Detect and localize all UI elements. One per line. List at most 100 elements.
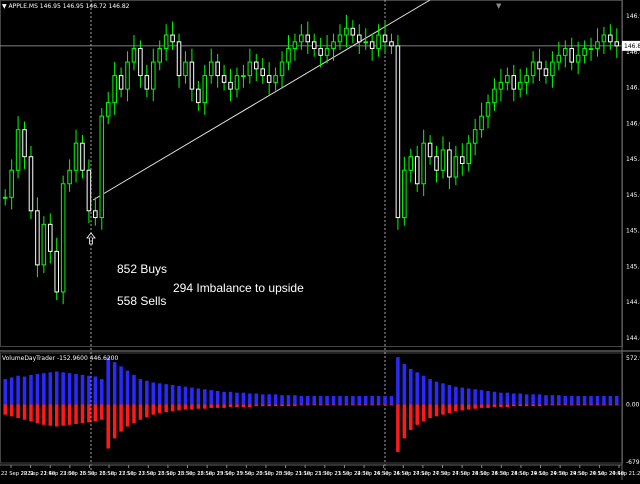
- x-tick-label: 24 Sep 18:30: [472, 471, 507, 477]
- volume-bar-positive: [100, 379, 104, 405]
- volume-bar-negative: [589, 404, 593, 406]
- volume-bar-negative: [389, 404, 394, 406]
- volume-bar-positive: [563, 396, 568, 405]
- volume-bar-positive: [518, 393, 522, 405]
- volume-bar-negative: [235, 404, 239, 408]
- volume-bar-negative: [518, 404, 522, 407]
- volume-bar-negative: [306, 404, 310, 406]
- candle-body: [569, 48, 574, 63]
- trend-line: [92, 0, 431, 201]
- candle-body: [524, 75, 529, 83]
- volume-bar-positive: [74, 374, 78, 405]
- volume-bar-negative: [215, 404, 220, 408]
- volume-bar-negative: [312, 404, 316, 406]
- volume-bar-negative: [608, 404, 613, 406]
- candle-body: [60, 183, 66, 293]
- candle-body: [408, 156, 414, 171]
- volume-bar-negative: [293, 404, 297, 407]
- volume-bar-negative: [87, 404, 91, 423]
- volume-bar-negative: [93, 404, 98, 422]
- candle-body: [215, 61, 220, 77]
- volume-bar-positive: [286, 395, 291, 405]
- volume-bar-negative: [370, 404, 374, 406]
- volume-bar-positive: [415, 372, 419, 405]
- candle-body: [492, 88, 497, 104]
- x-tick-label: 22 Sep 22:00: [40, 471, 75, 477]
- symbol-header: ▼ APPLE.MS 146.95 146.95 146.72 146.82: [2, 3, 130, 10]
- volume-bar-negative: [544, 404, 548, 406]
- candle-body: [176, 41, 182, 77]
- candle-body: [189, 61, 195, 90]
- x-tick-label: 24 Sep 20:10: [570, 471, 605, 477]
- candle-body: [202, 75, 208, 104]
- x-tick-label: 24 Sep 19:10: [511, 471, 546, 477]
- candle-body: [460, 156, 465, 164]
- volume-bar-negative: [576, 404, 580, 406]
- candle-body: [279, 61, 285, 77]
- volume-bar-positive: [215, 390, 220, 405]
- candle-body: [228, 81, 233, 90]
- candle-body: [537, 61, 542, 70]
- candle-body: [234, 75, 240, 90]
- candlestick-series: [2, 14, 620, 305]
- volume-bar-positive: [608, 396, 613, 405]
- volume-bar-positive: [177, 385, 181, 405]
- candle-body: [41, 223, 47, 266]
- volume-bar-negative: [67, 404, 72, 425]
- volume-bar-positive: [293, 395, 297, 405]
- volume-bar-positive: [254, 393, 259, 405]
- candle-body: [241, 75, 246, 78]
- volume-bar-negative: [177, 404, 181, 411]
- candle-body: [382, 34, 388, 43]
- candle-body: [112, 75, 117, 104]
- volume-bar-negative: [595, 404, 600, 406]
- candle-body: [485, 102, 491, 117]
- candle-body: [517, 81, 523, 90]
- volume-bar-negative: [157, 404, 162, 413]
- volume-bar-positive: [383, 396, 387, 405]
- volume-bar-negative: [112, 404, 117, 439]
- candle-body: [550, 61, 555, 77]
- volume-bar-positive: [531, 394, 535, 405]
- volume-bar-positive: [396, 357, 400, 405]
- candle-body: [395, 45, 401, 219]
- volume-bar-negative: [48, 404, 53, 426]
- volume-bar-positive: [260, 394, 265, 405]
- x-tick-label: 24 Sep 19:50: [550, 471, 585, 477]
- volume-bar-positive: [42, 373, 46, 405]
- price-tick-label: 146.25: [626, 85, 640, 92]
- volume-bar-negative: [29, 404, 33, 422]
- volume-bar-negative: [402, 404, 407, 439]
- volume-bar-negative: [569, 404, 574, 406]
- volume-bar-negative: [267, 404, 271, 407]
- x-tick-label: 24 Sep 17:30: [413, 471, 448, 477]
- volume-bar-positive: [582, 396, 587, 405]
- volume-bar-positive: [9, 377, 14, 405]
- volume-bar-negative: [351, 404, 355, 406]
- candle-body: [48, 223, 53, 252]
- candle-body: [183, 61, 188, 77]
- price-pane: ▼: [0, 0, 640, 470]
- candle-body: [530, 61, 536, 77]
- volume-bar-positive: [80, 374, 85, 405]
- volume-bar-positive: [447, 385, 452, 405]
- candle-body: [472, 129, 478, 144]
- volume-bar-positive: [183, 386, 188, 405]
- volume-bar-negative: [537, 404, 542, 407]
- candle-body: [144, 75, 150, 90]
- candle-body: [369, 41, 375, 50]
- volume-bar-negative: [557, 404, 561, 406]
- x-tick-label: 23 Sep 20:10: [236, 471, 271, 477]
- volume-bar-negative: [119, 404, 123, 432]
- candle-body: [208, 61, 214, 77]
- volume-bar-negative: [280, 404, 284, 407]
- candle-body: [479, 115, 484, 131]
- volume-bar-negative: [299, 404, 304, 406]
- volume-bar-negative: [9, 404, 14, 417]
- volume-bar-positive: [460, 387, 465, 405]
- x-tick-label: 23 Sep 21:10: [276, 471, 311, 477]
- volume-bar-negative: [196, 404, 201, 409]
- volume-bar-negative: [415, 404, 419, 425]
